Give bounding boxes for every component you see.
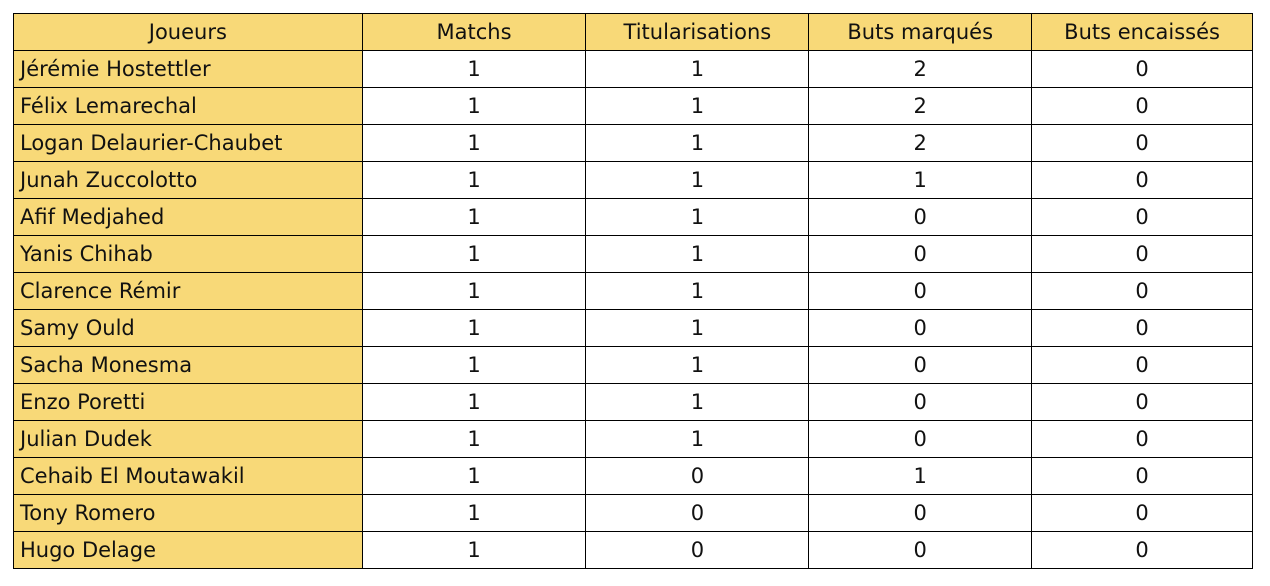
- matchs-cell: 1: [361, 457, 587, 495]
- player-name-cell: Clarence Rémir: [13, 272, 363, 310]
- table-row: Cehaib El Moutawakil 1 0 1 0: [13, 457, 1253, 495]
- buts-encaisses-cell: 0: [1031, 161, 1253, 199]
- buts-marques-cell: 2: [808, 87, 1033, 125]
- matchs-cell: 1: [361, 346, 587, 384]
- table-row: Félix Lemarechal 1 1 2 0: [13, 87, 1253, 125]
- player-name-cell: Samy Ould: [13, 309, 363, 347]
- buts-encaisses-cell: 0: [1031, 346, 1253, 384]
- matchs-cell: 1: [361, 161, 587, 199]
- buts-marques-cell: 2: [808, 50, 1033, 88]
- player-name-cell: Jérémie Hostettler: [13, 50, 363, 88]
- buts-marques-cell: 0: [808, 383, 1033, 421]
- table-row: Tony Romero 1 0 0 0: [13, 494, 1253, 532]
- matchs-cell: 1: [361, 383, 587, 421]
- player-name-cell: Tony Romero: [13, 494, 363, 532]
- matchs-cell: 1: [361, 531, 587, 569]
- titularisations-cell: 1: [585, 87, 810, 125]
- buts-marques-cell: 0: [808, 494, 1033, 532]
- titularisations-cell: 0: [585, 531, 810, 569]
- table-row: Hugo Delage 1 0 0 0: [13, 531, 1253, 569]
- header-titularisations: Titularisations: [585, 13, 810, 51]
- player-name-cell: Logan Delaurier-Chaubet: [13, 124, 363, 162]
- header-row: Joueurs Matchs Titularisations Buts marq…: [13, 13, 1253, 51]
- titularisations-cell: 0: [585, 494, 810, 532]
- header-buts-marques: Buts marqués: [808, 13, 1033, 51]
- titularisations-cell: 1: [585, 124, 810, 162]
- matchs-cell: 1: [361, 87, 587, 125]
- table-row: Afif Medjahed 1 1 0 0: [13, 198, 1253, 236]
- matchs-cell: 1: [361, 235, 587, 273]
- buts-marques-cell: 0: [808, 309, 1033, 347]
- table-row: Enzo Poretti 1 1 0 0: [13, 383, 1253, 421]
- matchs-cell: 1: [361, 309, 587, 347]
- titularisations-cell: 1: [585, 50, 810, 88]
- matchs-cell: 1: [361, 494, 587, 532]
- buts-encaisses-cell: 0: [1031, 420, 1253, 458]
- buts-encaisses-cell: 0: [1031, 309, 1253, 347]
- player-name-cell: Hugo Delage: [13, 531, 363, 569]
- matchs-cell: 1: [361, 124, 587, 162]
- player-name-cell: Sacha Monesma: [13, 346, 363, 384]
- titularisations-cell: 0: [585, 457, 810, 495]
- buts-marques-cell: 0: [808, 346, 1033, 384]
- buts-marques-cell: 0: [808, 198, 1033, 236]
- player-name-cell: Cehaib El Moutawakil: [13, 457, 363, 495]
- matchs-cell: 1: [361, 198, 587, 236]
- player-name-cell: Julian Dudek: [13, 420, 363, 458]
- table-row: Logan Delaurier-Chaubet 1 1 2 0: [13, 124, 1253, 162]
- buts-encaisses-cell: 0: [1031, 457, 1253, 495]
- buts-marques-cell: 0: [808, 235, 1033, 273]
- titularisations-cell: 1: [585, 309, 810, 347]
- buts-encaisses-cell: 0: [1031, 531, 1253, 569]
- table-row: Sacha Monesma 1 1 0 0: [13, 346, 1253, 384]
- player-name-cell: Félix Lemarechal: [13, 87, 363, 125]
- buts-encaisses-cell: 0: [1031, 124, 1253, 162]
- buts-marques-cell: 0: [808, 420, 1033, 458]
- matchs-cell: 1: [361, 50, 587, 88]
- header-buts-encaisses: Buts encaissés: [1031, 13, 1253, 51]
- header-matchs: Matchs: [361, 13, 587, 51]
- player-name-cell: Enzo Poretti: [13, 383, 363, 421]
- table-row: Yanis Chihab 1 1 0 0: [13, 235, 1253, 273]
- titularisations-cell: 1: [585, 420, 810, 458]
- table-row: Samy Ould 1 1 0 0: [13, 309, 1253, 347]
- buts-encaisses-cell: 0: [1031, 272, 1253, 310]
- titularisations-cell: 1: [585, 346, 810, 384]
- buts-encaisses-cell: 0: [1031, 494, 1253, 532]
- titularisations-cell: 1: [585, 161, 810, 199]
- buts-encaisses-cell: 0: [1031, 198, 1253, 236]
- titularisations-cell: 1: [585, 198, 810, 236]
- buts-marques-cell: 1: [808, 457, 1033, 495]
- player-name-cell: Junah Zuccolotto: [13, 161, 363, 199]
- header-joueurs: Joueurs: [13, 13, 363, 51]
- buts-marques-cell: 1: [808, 161, 1033, 199]
- player-stats-table: Joueurs Matchs Titularisations Buts marq…: [13, 13, 1253, 569]
- buts-encaisses-cell: 0: [1031, 87, 1253, 125]
- matchs-cell: 1: [361, 420, 587, 458]
- buts-marques-cell: 0: [808, 531, 1033, 569]
- buts-encaisses-cell: 0: [1031, 235, 1253, 273]
- buts-marques-cell: 0: [808, 272, 1033, 310]
- titularisations-cell: 1: [585, 235, 810, 273]
- titularisations-cell: 1: [585, 272, 810, 310]
- table-row: Julian Dudek 1 1 0 0: [13, 420, 1253, 458]
- buts-encaisses-cell: 0: [1031, 50, 1253, 88]
- matchs-cell: 1: [361, 272, 587, 310]
- player-name-cell: Yanis Chihab: [13, 235, 363, 273]
- titularisations-cell: 1: [585, 383, 810, 421]
- buts-encaisses-cell: 0: [1031, 383, 1253, 421]
- buts-marques-cell: 2: [808, 124, 1033, 162]
- table-row: Clarence Rémir 1 1 0 0: [13, 272, 1253, 310]
- table-row: Junah Zuccolotto 1 1 1 0: [13, 161, 1253, 199]
- player-name-cell: Afif Medjahed: [13, 198, 363, 236]
- table-row: Jérémie Hostettler 1 1 2 0: [13, 50, 1253, 88]
